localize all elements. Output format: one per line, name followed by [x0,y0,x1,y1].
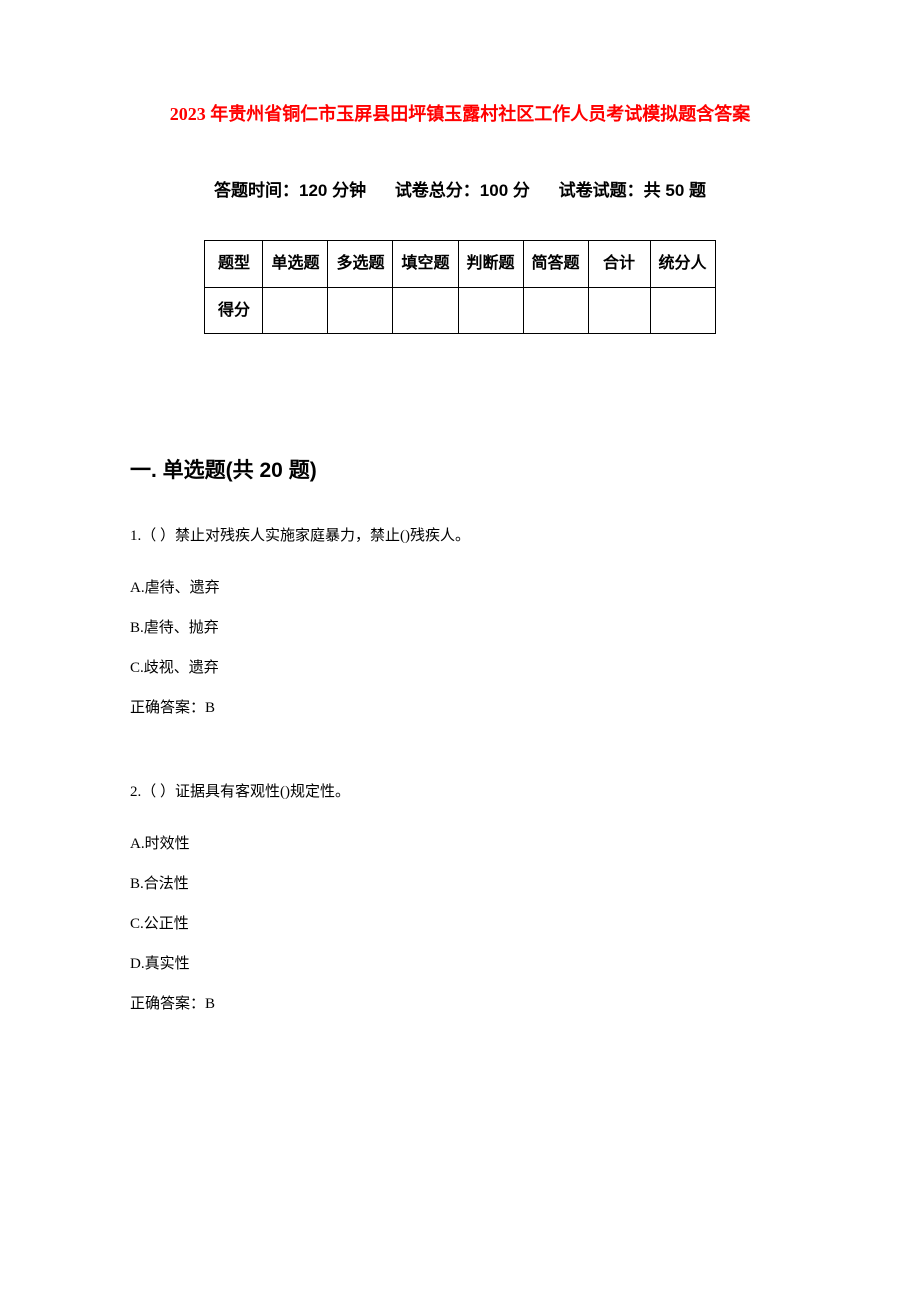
section-1-title: 一. 单选题(共 20 题) [130,454,790,488]
question-number: 1. [130,528,141,544]
score-cell [328,287,393,334]
correct-answer: 正确答案：B [130,696,790,720]
question-body: （ ）证据具有客观性()规定性。 [141,784,350,800]
question-body: （ ）禁止对残疾人实施家庭暴力，禁止()残疾人。 [141,528,470,544]
col-short: 简答题 [523,240,588,287]
score-cell [393,287,458,334]
exam-info-bar: 答题时间：120 分钟 试卷总分：100 分 试卷试题：共 50 题 [130,177,790,204]
exam-question-count: 试卷试题：共 50 题 [559,181,706,200]
col-multi: 多选题 [328,240,393,287]
option-a: A.虐待、遗弃 [130,576,790,600]
question-text: 1.（ ）禁止对残疾人实施家庭暴力，禁止()残疾人。 [130,524,790,548]
exam-total-score: 试卷总分：100 分 [395,181,530,200]
col-type: 题型 [205,240,263,287]
exam-title: 2023 年贵州省铜仁市玉屏县田坪镇玉露村社区工作人员考试模拟题含答案 [130,100,790,129]
col-total: 合计 [588,240,650,287]
table-header-row: 题型 单选题 多选题 填空题 判断题 简答题 合计 统分人 [205,240,715,287]
option-c: C.公正性 [130,912,790,936]
question-number: 2. [130,784,141,800]
question-2: 2.（ ）证据具有客观性()规定性。 A.时效性 B.合法性 C.公正性 D.真… [130,780,790,1016]
col-single: 单选题 [263,240,328,287]
score-cell [263,287,328,334]
score-cell [523,287,588,334]
col-judge: 判断题 [458,240,523,287]
option-b: B.虐待、抛弃 [130,616,790,640]
question-text: 2.（ ）证据具有客观性()规定性。 [130,780,790,804]
row-score-label: 得分 [205,287,263,334]
option-d: D.真实性 [130,952,790,976]
question-1: 1.（ ）禁止对残疾人实施家庭暴力，禁止()残疾人。 A.虐待、遗弃 B.虐待、… [130,524,790,720]
score-cell [650,287,715,334]
table-score-row: 得分 [205,287,715,334]
col-fill: 填空题 [393,240,458,287]
score-cell [458,287,523,334]
option-a: A.时效性 [130,832,790,856]
option-b: B.合法性 [130,872,790,896]
score-cell [588,287,650,334]
correct-answer: 正确答案：B [130,992,790,1016]
exam-time: 答题时间：120 分钟 [214,181,366,200]
option-c: C.歧视、遗弃 [130,656,790,680]
score-table: 题型 单选题 多选题 填空题 判断题 简答题 合计 统分人 得分 [204,240,715,334]
col-scorer: 统分人 [650,240,715,287]
